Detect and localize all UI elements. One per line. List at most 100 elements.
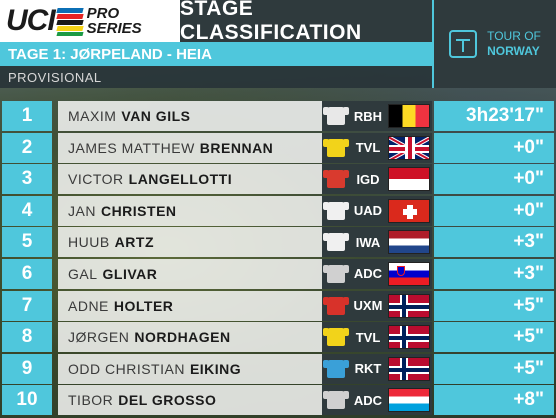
rider-first-name: ODD CHRISTIAN	[68, 360, 185, 377]
team-code: ADC	[350, 258, 386, 289]
team-jersey	[322, 290, 350, 321]
table-row: 2 JAMES MATTHEW BRENNAN TVL +0"	[0, 132, 556, 164]
norway-flag-icon	[388, 356, 430, 381]
rider-name: ODD CHRISTIAN EIKING	[58, 353, 322, 384]
table-row: 4 JAN CHRISTEN UAD +0"	[0, 195, 556, 227]
switzerland-flag-icon	[388, 198, 430, 223]
jersey-icon	[323, 201, 349, 220]
logo-pro: PRO	[86, 5, 120, 22]
page-title: STAGE CLASSIFICATION	[180, 0, 362, 44]
table-row: 7 ADNE HOLTER UXM +5"	[0, 290, 556, 322]
jersey-icon	[323, 328, 349, 347]
time-gap: +0"	[434, 195, 554, 226]
uci-rainbow-icon	[56, 6, 84, 36]
tour-label: TOUR OF NORWAY	[487, 29, 541, 59]
time-gap: +5"	[434, 322, 554, 353]
rider-name: MAXIM VAN GILS	[58, 101, 322, 131]
rider-last-name: GLIVAR	[102, 265, 158, 282]
team-jersey	[322, 322, 350, 353]
logo-series: SERIES	[86, 20, 142, 37]
nationality	[386, 195, 432, 226]
jersey-icon	[323, 359, 349, 378]
nationality	[386, 290, 432, 321]
jersey-icon	[323, 107, 349, 125]
team-code: RKT	[350, 353, 386, 384]
team-code: TVL	[350, 132, 386, 163]
rank-position: 4	[2, 195, 52, 226]
rank-position: 2	[2, 132, 52, 163]
rider-name: GAL GLIVAR	[58, 258, 322, 289]
rider-first-name: HUUB	[68, 234, 110, 251]
rider-first-name: TIBOR	[68, 392, 114, 409]
nationality	[386, 132, 432, 163]
jersey-icon	[323, 296, 349, 315]
rider-name: JØRGEN NORDHAGEN	[58, 322, 322, 353]
tour-line2: NORWAY	[487, 44, 540, 58]
rider-first-name: MAXIM	[68, 108, 117, 124]
rider-first-name: ADNE	[68, 297, 109, 314]
norway-flag-icon	[388, 325, 430, 350]
netherlands-flag-icon	[388, 230, 430, 255]
stage-name: TAGE 1: JØRPELAND - HEIA	[8, 45, 212, 63]
belgium-flag-icon	[388, 104, 430, 128]
nationality	[386, 258, 432, 289]
tour-line1: TOUR OF	[487, 29, 541, 43]
status-bar: PROVISIONAL	[0, 66, 432, 88]
team-code: IGD	[350, 164, 386, 195]
jersey-icon	[323, 391, 349, 410]
time-gap: +8"	[434, 385, 554, 416]
jersey-icon	[323, 264, 349, 283]
team-code: UAD	[350, 195, 386, 226]
stage-bar: TAGE 1: JØRPELAND - HEIA	[0, 42, 432, 66]
jersey-icon	[323, 233, 349, 252]
time-gap: +0"	[434, 132, 554, 163]
rank-position: 7	[2, 290, 52, 321]
time-gap: +3"	[434, 227, 554, 258]
rider-last-name: ARTZ	[114, 234, 154, 251]
norway-flag-icon	[388, 293, 430, 318]
luxembourg-flag-icon	[388, 388, 430, 413]
team-code: TVL	[350, 322, 386, 353]
rank-position: 8	[2, 322, 52, 353]
uci-logo-text: UCI	[6, 4, 56, 37]
rider-last-name: HOLTER	[113, 297, 174, 314]
team-code: IWA	[350, 227, 386, 258]
rider-first-name: GAL	[68, 265, 98, 282]
rank-position: 3	[2, 164, 52, 195]
team-jersey	[322, 164, 350, 195]
team-jersey	[322, 258, 350, 289]
jersey-icon	[323, 170, 349, 189]
table-row: 1 MAXIM VAN GILS RBH 3h23'17"	[0, 100, 556, 132]
time-gap: +5"	[434, 353, 554, 384]
header: UCI PRO SERIES STAGE CLASSIFICATION TAGE…	[0, 0, 556, 90]
rank-position: 9	[2, 353, 52, 384]
rider-first-name: JAN	[68, 202, 96, 219]
nationality	[386, 101, 432, 131]
rider-last-name: VAN GILS	[121, 108, 191, 124]
rider-name: JAMES MATTHEW BRENNAN	[58, 132, 322, 163]
team-jersey	[322, 132, 350, 163]
uk-flag-icon	[388, 135, 430, 160]
slovenia-flag-icon	[388, 261, 430, 286]
nationality	[386, 164, 432, 195]
tour-of-norway-logo: TOUR OF NORWAY	[432, 0, 556, 88]
classification-list: 1 MAXIM VAN GILS RBH 3h23'17" 2 JAMES MATTHEW B…	[0, 100, 556, 416]
team-code: UXM	[350, 290, 386, 321]
table-row: 6 GAL GLIVAR ADC +3"	[0, 258, 556, 290]
uci-pro-series-logo: UCI PRO SERIES	[0, 0, 180, 42]
nationality	[386, 353, 432, 384]
rider-last-name: CHRISTEN	[100, 202, 177, 219]
nationality	[386, 227, 432, 258]
rider-name: VICTOR LANGELLOTTI	[58, 164, 322, 195]
time-gap: +0"	[434, 164, 554, 195]
rider-name: ADNE HOLTER	[58, 290, 322, 321]
table-row: 9 ODD CHRISTIAN EIKING RKT +5"	[0, 353, 556, 385]
table-row: 10 TIBOR DEL GROSSO ADC +8"	[0, 384, 556, 416]
pro-series-logo-text: PRO SERIES	[87, 6, 142, 36]
rider-name: TIBOR DEL GROSSO	[58, 385, 322, 416]
team-jersey	[322, 101, 350, 131]
title-panel: STAGE CLASSIFICATION	[180, 0, 432, 44]
rank-position: 5	[2, 227, 52, 258]
rider-last-name: DEL GROSSO	[118, 392, 217, 409]
nationality	[386, 385, 432, 416]
